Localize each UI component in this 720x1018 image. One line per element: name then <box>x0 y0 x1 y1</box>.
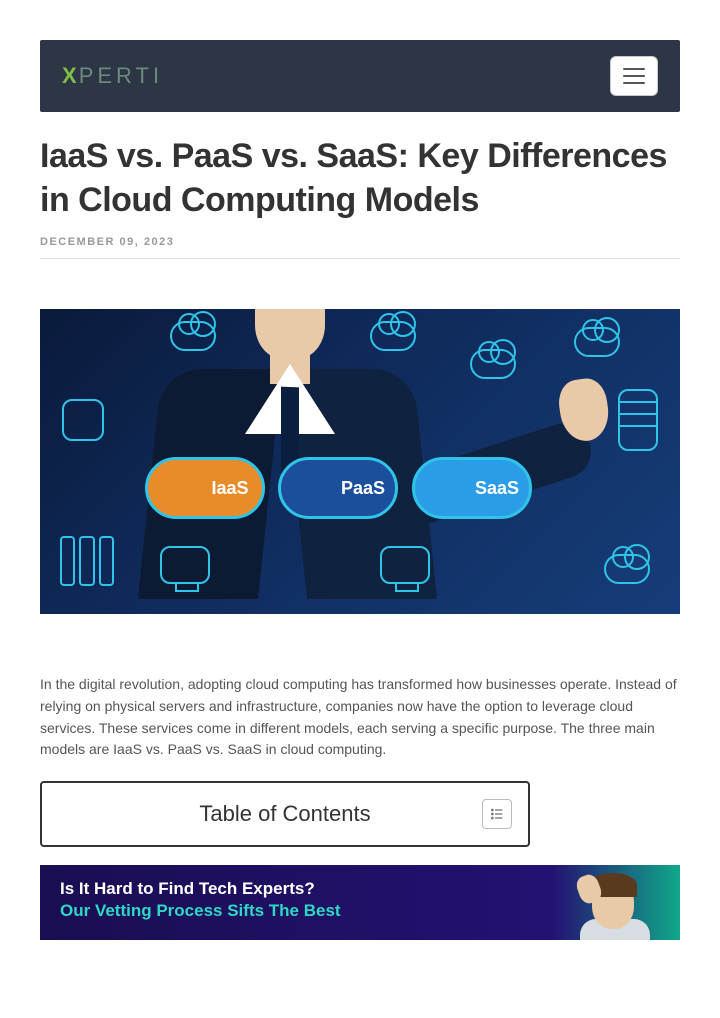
toc-title: Table of Contents <box>199 801 370 827</box>
article-header: IaaS vs. PaaS vs. SaaS: Key Differences … <box>40 134 680 259</box>
paas-label: PaaS <box>341 478 385 499</box>
hero-image: IaaS PaaS SaaS <box>40 309 680 614</box>
brand-logo-glyph: X <box>62 63 77 89</box>
hamburger-line-icon <box>623 68 645 70</box>
brand-logo[interactable]: X PERTI <box>62 63 163 89</box>
brand-logo-text: PERTI <box>79 63 163 89</box>
article-date: DECEMBER 09, 2023 <box>40 236 680 248</box>
navbar: X PERTI <box>40 40 680 112</box>
article-body: In the digital revolution, adopting clou… <box>0 614 720 761</box>
head-shape <box>255 309 325 359</box>
banner-headline: Is It Hard to Find Tech Experts? <box>60 879 660 899</box>
cloud-outline-icon <box>604 554 650 584</box>
page-title: IaaS vs. PaaS vs. SaaS: Key Differences … <box>40 134 680 222</box>
cloud-outline-icon <box>370 321 416 351</box>
cloud-outline-icon <box>574 327 620 357</box>
saas-label: SaaS <box>475 478 519 499</box>
iaas-pill: IaaS <box>145 457 265 519</box>
monitor-outline-icon <box>380 546 430 584</box>
hamburger-line-icon <box>623 82 645 84</box>
server-rack-icon <box>618 389 658 451</box>
chip-outline-icon <box>62 399 104 441</box>
banner-subhead: Our Vetting Process Sifts The Best <box>60 901 660 921</box>
saas-pill: SaaS <box>412 457 532 519</box>
promo-banner[interactable]: Is It Hard to Find Tech Experts? Our Vet… <box>40 865 680 940</box>
list-toggle-icon <box>489 806 505 822</box>
monitor-outline-icon <box>160 546 210 584</box>
paas-pill: PaaS <box>278 457 398 519</box>
thinking-person-icon <box>580 871 650 940</box>
iaas-label: IaaS <box>211 478 248 499</box>
cloud-outline-icon <box>170 321 216 351</box>
intro-paragraph: In the digital revolution, adopting clou… <box>40 674 680 761</box>
server-stack-icon <box>60 536 114 586</box>
hamburger-line-icon <box>623 75 645 77</box>
cloud-outline-icon <box>470 349 516 379</box>
menu-toggle-button[interactable] <box>610 56 658 96</box>
toc-toggle-button[interactable] <box>482 799 512 829</box>
table-of-contents: Table of Contents <box>40 781 530 847</box>
